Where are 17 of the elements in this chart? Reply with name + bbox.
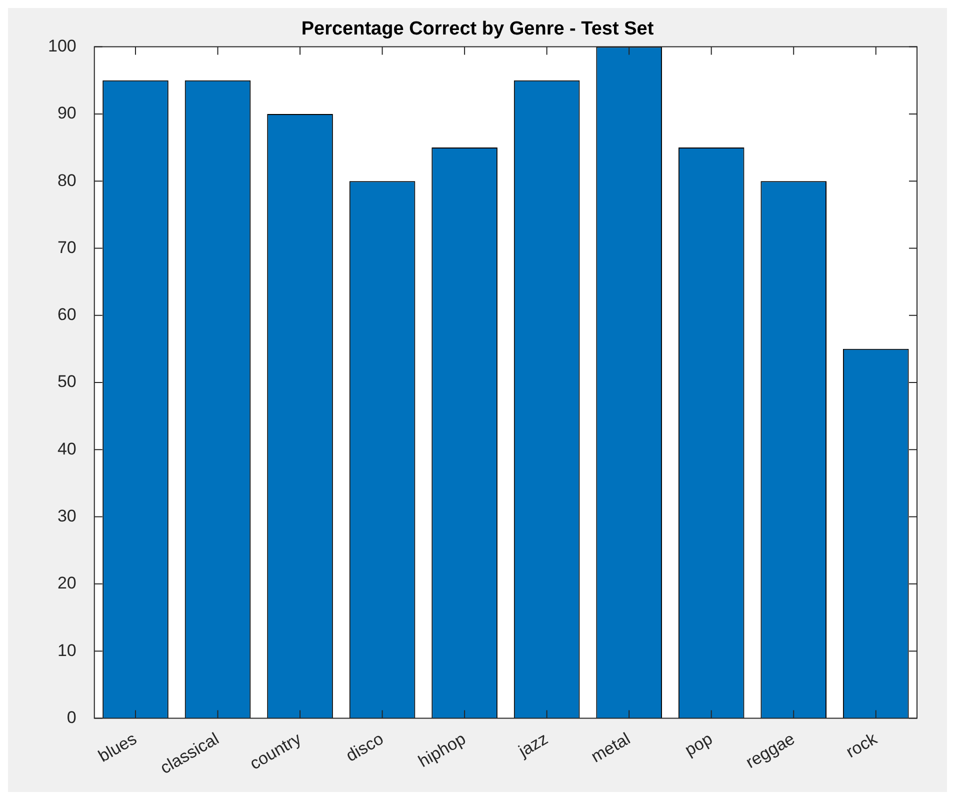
y-tick-label: 40 bbox=[57, 439, 76, 458]
x-tick-label: rock bbox=[842, 728, 881, 762]
y-tick-label: 20 bbox=[57, 574, 76, 593]
x-tick-label: pop bbox=[682, 729, 716, 760]
y-tick-label: 30 bbox=[57, 506, 76, 526]
chart-title: Percentage Correct by Genre - Test Set bbox=[301, 18, 654, 40]
y-tick-label: 70 bbox=[57, 238, 76, 257]
x-tick-label: disco bbox=[342, 729, 387, 766]
y-tick-label: 100 bbox=[48, 36, 76, 56]
y-tick-label: 80 bbox=[57, 170, 76, 190]
y-tick-label: 90 bbox=[57, 104, 76, 123]
x-tick-label: jazz bbox=[514, 729, 552, 762]
y-tick-label: 0 bbox=[66, 708, 76, 727]
x-tick-label: blues bbox=[95, 729, 140, 766]
y-tick-label: 60 bbox=[57, 305, 76, 324]
y-tick-label: 50 bbox=[57, 372, 76, 392]
y-tick-label: 10 bbox=[57, 640, 76, 660]
